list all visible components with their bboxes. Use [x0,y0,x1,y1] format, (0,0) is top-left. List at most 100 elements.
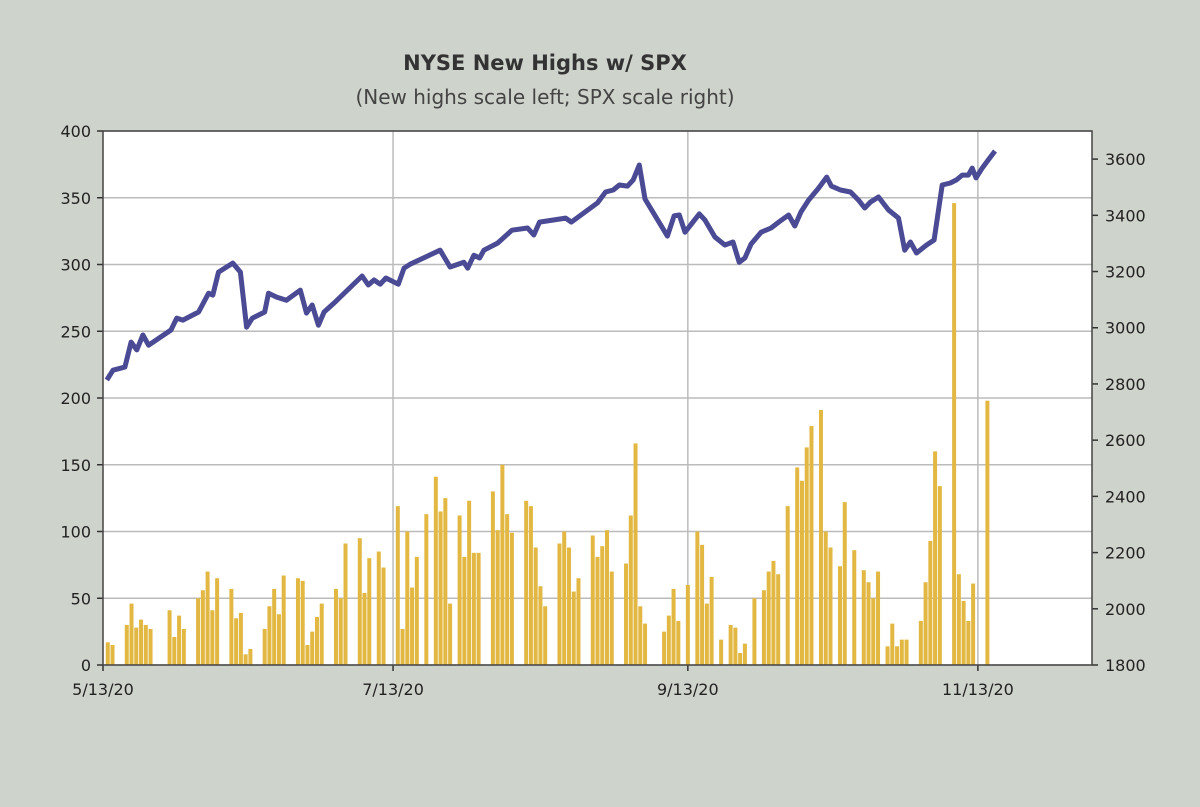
new-highs-bar [476,552,481,665]
new-highs-bar [861,570,866,665]
new-highs-bar [443,498,448,665]
new-highs-bar [809,426,814,665]
new-highs-bar [752,598,757,665]
right-tick-label: 3600 [1105,150,1146,169]
new-highs-bar [928,540,933,665]
new-highs-bar [890,623,895,665]
new-highs-bar [771,560,776,665]
new-highs-bar [509,532,514,665]
right-tick-label: 2200 [1105,544,1146,563]
new-highs-bar [885,646,890,665]
left-tick-label: 200 [60,389,91,408]
new-highs-bar [985,400,990,665]
new-highs-bar [528,506,533,665]
new-highs-bar [624,563,629,665]
new-highs-bar [248,648,253,665]
new-highs-bar [134,627,139,665]
new-highs-bar [433,476,438,665]
new-highs-bar [571,591,576,665]
right-tick-label: 2000 [1105,600,1146,619]
new-highs-bar [500,464,505,665]
new-highs-bar [400,628,405,665]
new-highs-bar [139,619,144,665]
left-tick-label: 150 [60,456,91,475]
new-highs-bar [666,615,671,665]
new-highs-bar [719,639,724,665]
new-highs-bar [172,636,177,665]
new-highs-bar [490,491,495,665]
new-highs-bar [124,624,129,665]
new-highs-bar [376,551,381,665]
new-highs-bar [381,567,386,665]
new-highs-bar [300,580,305,665]
new-highs-bar [728,624,733,665]
new-highs-bar [923,582,928,665]
new-highs-bar [357,538,362,665]
new-highs-bar [305,644,310,665]
new-highs-bar [776,574,781,665]
new-highs-bar [966,620,971,665]
new-highs-bar [338,598,343,665]
new-highs-bar [566,547,571,665]
new-highs-bar [971,583,976,665]
x-tick-label: 11/13/20 [942,680,1014,699]
new-highs-bar [177,615,182,665]
new-highs-bar [538,586,543,665]
new-highs-bar [799,480,804,665]
new-highs-bar [590,535,595,665]
new-highs-bar [457,515,462,665]
new-highs-bar [876,571,881,665]
chart-subtitle: (New highs scale left; SPX scale right) [355,85,734,109]
new-highs-bar [933,451,938,665]
new-highs-bar [562,531,567,665]
new-highs-bar [952,203,957,665]
new-highs-bar [766,571,771,665]
new-highs-bar [904,639,909,665]
new-highs-bar [600,546,605,665]
left-axis: 0 50 100 150 200 250 300 350 400 [60,122,91,675]
new-highs-bar [143,624,148,665]
new-highs-bar [129,603,134,665]
new-highs-bar [842,502,847,665]
new-highs-bar [671,588,676,665]
spx-line [104,149,997,382]
new-highs-bar [105,642,110,665]
new-highs-bar [533,547,538,665]
new-highs-bar [742,643,747,665]
new-highs-bar [685,584,690,665]
new-highs-bar [733,627,738,665]
new-highs-bar [505,514,510,665]
new-highs-bar [700,544,705,665]
new-highs-bar [609,571,614,665]
new-highs-bar [471,552,476,665]
new-highs-bar [333,588,338,665]
new-highs-bar [272,588,277,665]
new-highs-bar [837,566,842,665]
new-highs-bar [866,582,871,665]
new-highs-bar [424,514,429,665]
right-tick-label: 2600 [1105,431,1146,450]
new-highs-bar [899,639,904,665]
new-highs-bar [676,620,681,665]
new-highs-bar [961,600,966,665]
new-highs-bar [704,603,709,665]
new-highs-bars [105,203,990,665]
left-tick-label: 100 [60,523,91,542]
new-highs-bar [438,511,443,665]
right-tick-label: 2800 [1105,375,1146,394]
x-tick-label: 7/13/20 [362,680,424,699]
new-highs-bar [628,515,633,665]
right-tick-label: 3400 [1105,206,1146,225]
new-highs-bar [343,543,348,665]
new-highs-bar [918,620,923,665]
left-tick-label: 50 [71,589,91,608]
new-highs-bar [818,410,823,665]
new-highs-bar [215,578,220,665]
new-highs-bar [495,530,500,665]
new-highs-bar [267,606,272,665]
new-highs-bar [310,631,315,665]
new-highs-bar [229,588,234,665]
left-tick-label: 350 [60,189,91,208]
new-highs-bar [871,598,876,665]
